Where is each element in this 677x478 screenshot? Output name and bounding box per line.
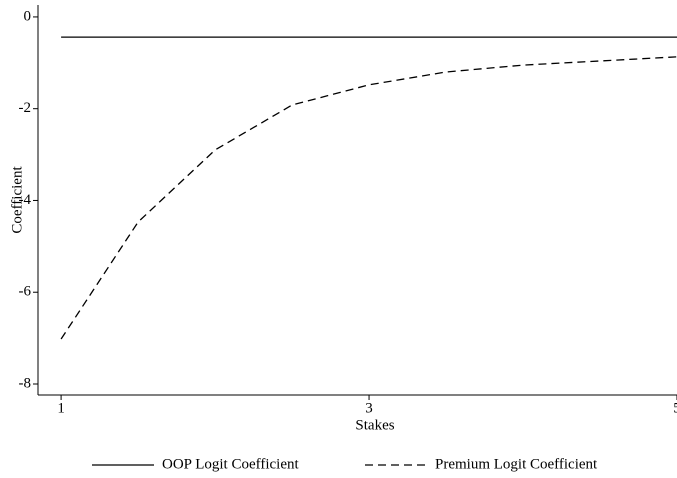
x-tick-label: 1 xyxy=(57,400,65,416)
y-tick-label: -8 xyxy=(19,375,32,391)
y-tick-label: -6 xyxy=(19,284,32,300)
x-tick-label: 5 xyxy=(673,400,677,416)
legend-label: Premium Logit Coefficient xyxy=(435,456,598,472)
legend-label: OOP Logit Coefficient xyxy=(162,456,299,472)
y-axis-label: Coefficient xyxy=(9,166,25,234)
y-tick-label: -4 xyxy=(19,192,32,208)
y-tick-label: 0 xyxy=(24,8,32,24)
series-line xyxy=(60,56,677,340)
y-tick-label: -2 xyxy=(19,100,32,116)
x-tick-label: 3 xyxy=(365,400,373,416)
x-axis-label: Stakes xyxy=(355,417,394,433)
